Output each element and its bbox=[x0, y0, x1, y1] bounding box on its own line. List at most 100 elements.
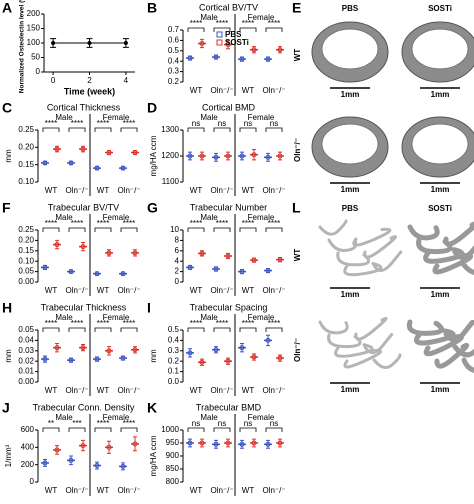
panel-letter: G bbox=[147, 200, 158, 216]
trabecula bbox=[452, 344, 474, 358]
point bbox=[251, 152, 257, 158]
bracket bbox=[265, 27, 283, 32]
point bbox=[251, 440, 257, 446]
point bbox=[187, 153, 193, 159]
significance: **** bbox=[190, 319, 202, 328]
bracket bbox=[68, 327, 86, 332]
x-tick-label: Oln⁻/⁻ bbox=[65, 286, 88, 295]
point bbox=[120, 165, 126, 171]
y-tick-label: 0.2 bbox=[168, 77, 180, 86]
bracket bbox=[94, 427, 112, 432]
panel-letter: B bbox=[147, 0, 157, 16]
row-label: WT bbox=[293, 249, 302, 262]
y-tick-label: 4 bbox=[175, 256, 180, 265]
chart-title: Trabecular BV/TV bbox=[48, 202, 119, 212]
column-label: SOSTi bbox=[428, 4, 452, 13]
significance: ns bbox=[244, 419, 252, 428]
x-tick-label: Oln⁻/⁻ bbox=[210, 286, 233, 295]
chart-title: Trabecular Thickness bbox=[41, 302, 127, 312]
scale-label: 1mm bbox=[431, 290, 450, 299]
x-tick-label: WT bbox=[45, 386, 58, 395]
x-tick-label: WT bbox=[45, 486, 58, 495]
y-tick-label: 0.6 bbox=[168, 36, 180, 45]
point bbox=[277, 355, 283, 361]
point bbox=[42, 460, 48, 466]
trabecula bbox=[354, 316, 388, 341]
bracket bbox=[239, 127, 257, 132]
bone-cavity bbox=[411, 123, 469, 165]
trabecula bbox=[336, 251, 371, 267]
point bbox=[187, 440, 193, 446]
point bbox=[132, 250, 138, 256]
y-axis-label: mg/HA ccm bbox=[149, 135, 158, 176]
y-axis-label: mg/HA ccm bbox=[149, 435, 158, 476]
group-label: Female bbox=[103, 213, 130, 222]
panel-letter: I bbox=[147, 300, 151, 316]
point bbox=[187, 264, 193, 270]
point bbox=[251, 257, 257, 263]
significance: **** bbox=[123, 419, 135, 428]
y-tick-label: 8 bbox=[175, 236, 180, 245]
significance: **** bbox=[123, 219, 135, 228]
bracket bbox=[94, 127, 112, 132]
y-tick-label: 2 bbox=[175, 267, 180, 276]
group-label: Male bbox=[200, 313, 218, 322]
chart-title: Trabecular Conn. Density bbox=[33, 402, 135, 412]
point bbox=[277, 257, 283, 263]
significance: **** bbox=[216, 319, 228, 328]
point bbox=[68, 457, 74, 463]
trabecula bbox=[452, 245, 474, 261]
scale-label: 1mm bbox=[341, 385, 360, 394]
bracket bbox=[213, 427, 231, 432]
point bbox=[225, 358, 231, 364]
trabecula bbox=[461, 357, 474, 373]
bracket bbox=[120, 227, 138, 232]
group-label: Female bbox=[103, 313, 130, 322]
y-tick-label: 200 bbox=[27, 9, 41, 18]
significance: ns bbox=[270, 119, 278, 128]
bone-cavity bbox=[321, 28, 379, 70]
point bbox=[106, 250, 112, 256]
x-tick-label: WT bbox=[97, 486, 110, 495]
x-tick-label: Oln⁻/⁻ bbox=[117, 486, 140, 495]
y-tick-label: 0.00 bbox=[18, 277, 34, 286]
x-tick-label: WT bbox=[242, 286, 255, 295]
column-label: PBS bbox=[342, 204, 359, 213]
panel-letter: E bbox=[292, 0, 301, 16]
significance: ns bbox=[192, 119, 200, 128]
y-tick-label: 0.05 bbox=[18, 325, 34, 334]
significance: **** bbox=[268, 219, 280, 228]
significance: **** bbox=[190, 19, 202, 28]
y-tick-label: 0.4 bbox=[168, 336, 180, 345]
point bbox=[80, 443, 86, 449]
y-tick-label: 600 bbox=[21, 425, 35, 434]
y-tick-label: 0.3 bbox=[168, 346, 180, 355]
trabecula bbox=[372, 353, 402, 370]
bracket bbox=[94, 327, 112, 332]
group-label: Female bbox=[248, 413, 275, 422]
chart-title: Trabecular Spacing bbox=[190, 302, 268, 312]
bracket bbox=[265, 127, 283, 132]
trabecula bbox=[372, 250, 403, 272]
group-label: Male bbox=[55, 413, 73, 422]
scale-label: 1mm bbox=[341, 90, 360, 99]
bracket bbox=[239, 227, 257, 232]
point bbox=[106, 444, 112, 450]
group-label: Male bbox=[55, 113, 73, 122]
y-tick-label: 0.2 bbox=[168, 356, 180, 365]
point bbox=[187, 55, 193, 61]
bracket bbox=[187, 327, 205, 332]
point bbox=[68, 357, 74, 363]
y-tick-label: 150 bbox=[27, 24, 41, 33]
bracket bbox=[187, 127, 205, 132]
row-label: WT bbox=[293, 49, 302, 62]
bracket bbox=[94, 227, 112, 232]
significance: **** bbox=[123, 119, 135, 128]
x-tick-label: 4 bbox=[124, 76, 129, 85]
y-tick-label: 900 bbox=[166, 451, 180, 460]
significance: **** bbox=[71, 319, 83, 328]
scale-label: 1mm bbox=[431, 385, 450, 394]
x-tick-label: WT bbox=[190, 486, 203, 495]
x-tick-label: Oln⁻/⁻ bbox=[210, 186, 233, 195]
column-label: SOSTi bbox=[428, 204, 452, 213]
